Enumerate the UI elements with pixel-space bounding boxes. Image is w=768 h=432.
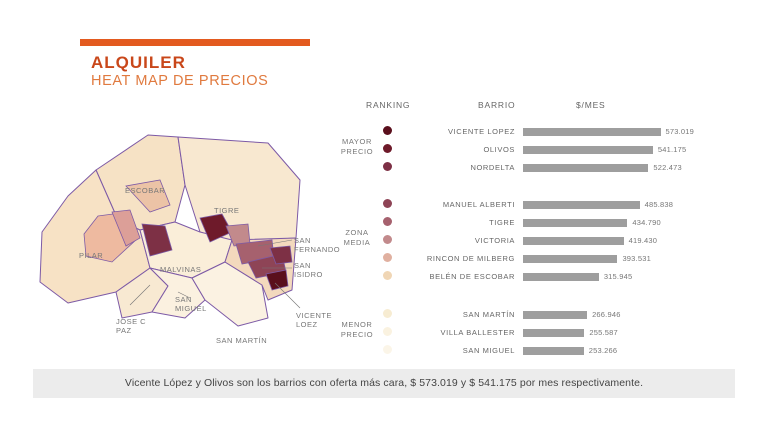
rank-dot — [383, 309, 392, 318]
map-label-san-fernando-1: SAN — [294, 236, 311, 245]
map-heat-nordelta — [141, 223, 173, 257]
header-accent-bar — [80, 39, 310, 46]
zone-low-line1: MENOR — [341, 320, 373, 329]
map-heat-escobar — [125, 179, 171, 213]
map-heat-olivos — [269, 245, 293, 265]
price-bar — [523, 164, 649, 172]
price-value-label: 522.473 — [653, 163, 682, 172]
map-heat-pilar-2 — [111, 209, 141, 247]
barrio-label: SAN MIGUEL — [462, 346, 515, 355]
rank-dot — [383, 345, 392, 354]
map-label-escobar: ESCOBAR — [125, 186, 165, 195]
map-label-san-isidro-2: ISIDRO — [294, 270, 323, 279]
rank-dot — [383, 253, 392, 262]
zone-high-line1: MAYOR — [342, 137, 372, 146]
map-label-vicente-lopez-1: VICENTE — [296, 311, 332, 320]
barrio-label: RINCON DE MILBERG — [426, 254, 515, 263]
map-label-jose-c-paz-2: PAZ — [116, 326, 132, 335]
price-value-label: 419.430 — [628, 236, 658, 245]
map-label-san-fernando-2: FERNANDO — [294, 245, 340, 254]
price-bar — [523, 329, 585, 337]
zone-label-mid: ZONA MEDIA — [330, 228, 384, 248]
barrio-label: TIGRE — [489, 218, 515, 227]
zone-mid-line1: ZONA — [345, 228, 369, 237]
column-header-barrio: BARRIO — [478, 100, 516, 110]
zone-label-high: MAYOR PRECIO — [330, 137, 384, 157]
price-bar — [523, 255, 618, 263]
rank-dot — [383, 126, 392, 135]
barrio-label: BELÉN DE ESCOBAR — [429, 272, 515, 281]
price-bar — [523, 311, 588, 319]
price-value-label: 255.587 — [589, 328, 618, 337]
price-value-label: 485.838 — [644, 200, 674, 209]
barrio-label: VILLA BALLESTER — [440, 328, 515, 337]
map-label-pilar: PILAR — [79, 251, 103, 260]
price-bar — [523, 273, 599, 281]
rank-dot — [383, 144, 392, 153]
price-bar — [523, 237, 624, 245]
price-value-label: 541.175 — [657, 145, 687, 154]
column-header-ranking: RANKING — [366, 100, 411, 110]
map-label-vicente-lopez-2: LOEZ — [296, 320, 318, 329]
price-value-label: 434.790 — [632, 218, 661, 227]
zone-high-line2: PRECIO — [340, 147, 374, 156]
barrio-label: SAN MARTÍN — [462, 310, 515, 319]
map-label-malvinas: MALVINAS — [160, 265, 201, 274]
map-heat-sanisidro-2 — [265, 269, 289, 291]
map-label-san-martin: SAN MARTÍN — [216, 336, 267, 345]
rank-dot — [383, 217, 392, 226]
price-value-label: 573.019 — [665, 127, 695, 136]
zone-label-low: MENOR PRECIO — [330, 320, 384, 340]
rank-dot — [383, 199, 392, 208]
map-label-san-miguel-1: SAN — [175, 295, 192, 304]
rank-dot — [383, 235, 392, 244]
page-title: ALQUILER — [91, 53, 186, 72]
map-label-san-miguel-2: MIGUEL — [175, 304, 207, 313]
column-header-price: $/MES — [576, 100, 606, 110]
footer-text: Vicente López y Olivos son los barrios c… — [124, 377, 644, 389]
price-value-label: 266.946 — [592, 310, 621, 319]
zone-mid-line2: MEDIA — [343, 238, 371, 247]
price-bar — [523, 128, 661, 136]
footer-note: Vicente López y Olivos son los barrios c… — [33, 369, 735, 398]
map-label-tigre: TIGRE — [214, 206, 239, 215]
page-subtitle: HEAT MAP DE PRECIOS — [91, 73, 269, 89]
price-bar — [523, 219, 628, 227]
barrio-label: VICTORIA — [474, 236, 515, 245]
barrio-label: NORDELTA — [470, 163, 515, 172]
price-bar — [523, 347, 584, 355]
price-value-label: 315.945 — [603, 272, 633, 281]
zone-low-line2: PRECIO — [340, 330, 374, 339]
barrio-label: MANUEL ALBERTI — [442, 200, 515, 209]
price-value-label: 393.531 — [622, 254, 651, 263]
price-bar — [523, 146, 653, 154]
price-value-label: 253.266 — [588, 346, 618, 355]
barrio-label: VICENTE LOPEZ — [448, 127, 515, 136]
rank-dot — [383, 327, 392, 336]
map-label-jose-c-paz-1: JOSE C — [116, 317, 146, 326]
rank-dot — [383, 162, 392, 171]
map-label-san-isidro-1: SAN — [294, 261, 311, 270]
rank-dot — [383, 271, 392, 280]
price-bar — [523, 201, 640, 209]
barrio-label: OLIVOS — [483, 145, 515, 154]
